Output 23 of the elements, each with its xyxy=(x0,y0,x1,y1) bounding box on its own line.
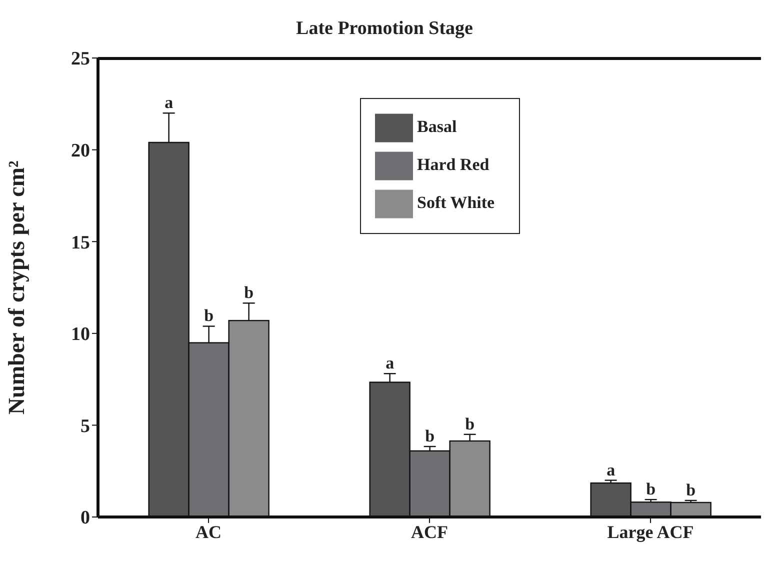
data-label: b xyxy=(425,426,435,446)
y-tick-label: 25 xyxy=(71,48,90,70)
x-tick-label: ACF xyxy=(411,522,448,542)
x-tick-label: Large ACF xyxy=(607,522,694,542)
data-label: b xyxy=(204,306,214,326)
data-label: b xyxy=(465,414,475,434)
y-axis-title: Number of crypts per cm² xyxy=(4,160,30,414)
y-tick-label: 15 xyxy=(71,232,90,254)
data-label: a xyxy=(386,354,395,373)
data-label: a xyxy=(164,93,174,112)
data-label: a xyxy=(606,460,616,480)
data-label: b xyxy=(244,283,254,302)
y-tick-label: 5 xyxy=(80,416,90,437)
x-tick-label: AC xyxy=(196,522,222,542)
legend-label: Basal xyxy=(417,116,457,136)
data-label: b xyxy=(686,480,696,500)
y-tick-label: 0 xyxy=(80,508,90,529)
y-tick-label: 10 xyxy=(71,324,90,346)
data-label: b xyxy=(646,480,656,499)
y-tick-label: 20 xyxy=(71,140,90,162)
legend-label: Soft White xyxy=(417,192,495,212)
legend-label: Hard Red xyxy=(417,154,490,174)
chart-title: Late Promotion Stage xyxy=(295,18,474,40)
